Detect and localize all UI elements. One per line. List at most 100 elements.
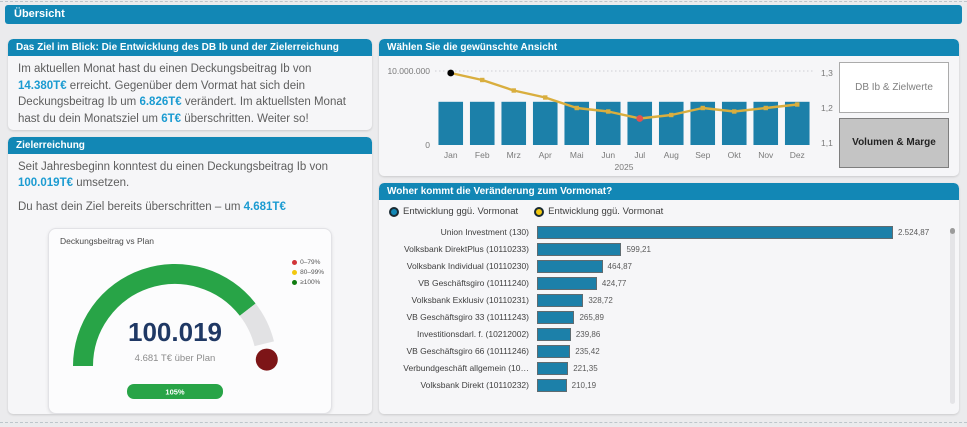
hbar-bar[interactable] xyxy=(537,276,597,290)
hbar-row: Verbundgeschäft allgemein (10… 221,35 xyxy=(385,361,943,375)
change-card: Woher kommt die Veränderung zum Vormonat… xyxy=(379,183,959,414)
view-button-0[interactable]: DB Ib & Zielwerte xyxy=(839,62,949,113)
hbar-bar[interactable] xyxy=(537,344,571,358)
hbar-row: Investitionsdarl. f. (10212002) 239,86 xyxy=(385,327,943,341)
text-segment: erreicht. Gegenüber dem Vormat hat sich … xyxy=(18,79,306,109)
highlighted-value: 4.681T€ xyxy=(243,201,286,214)
scrollbar-thumb[interactable] xyxy=(950,228,955,234)
line-marker-Feb[interactable] xyxy=(480,77,485,83)
combo-bar-Apr[interactable] xyxy=(532,101,558,145)
dashboard-layout: Das Ziel im Blick: Die Entwicklung des D… xyxy=(8,39,959,414)
svg-text:Feb: Feb xyxy=(475,150,490,160)
svg-text:10.000.000: 10.000.000 xyxy=(387,66,430,76)
combo-bar-Aug[interactable] xyxy=(658,101,684,145)
hbar-category-label: Union Investment (130) xyxy=(440,227,529,237)
left-column: Das Ziel im Blick: Die Entwicklung des D… xyxy=(8,39,372,414)
svg-text:Jul: Jul xyxy=(634,150,645,160)
svg-text:Aug: Aug xyxy=(664,150,679,160)
goal-card-text: Im aktuellen Monat hast du einen Deckung… xyxy=(18,61,362,128)
right-column: Wählen Sie die gewünschte Ansicht 10.000… xyxy=(379,39,959,414)
legend-circle-icon xyxy=(389,206,399,217)
hbar-bar[interactable] xyxy=(537,378,567,392)
line-marker-highlight-Jul[interactable] xyxy=(636,115,644,122)
target-card-text-1: Seit Jahresbeginn konntest du einen Deck… xyxy=(18,159,362,192)
hbar-category-label: Volksbank Individual (10110230) xyxy=(406,261,529,271)
canvas-bottom-dashed-border xyxy=(0,422,967,423)
hbar-bar[interactable] xyxy=(537,242,622,256)
combo-bar-Okt[interactable] xyxy=(721,101,747,145)
change-legend-item: Entwicklung ggü. Vormonat xyxy=(389,206,518,217)
target-card: Zielerreichung Seit Jahresbeginn konntes… xyxy=(8,136,372,414)
hbar-bar[interactable] xyxy=(537,361,569,375)
legend-label: ≥100% xyxy=(300,278,321,286)
svg-text:Okt: Okt xyxy=(728,150,742,160)
hbar-bar[interactable] xyxy=(537,225,893,239)
hbar-row: Volksbank Individual (10110230) 464,87 xyxy=(385,259,943,273)
gauge-arc-track xyxy=(239,303,274,347)
view-buttons: DB Ib & Zielwerte Volumen & Marge xyxy=(839,59,951,174)
line-marker-Jun[interactable] xyxy=(606,109,611,114)
svg-text:1,1: 1,1 xyxy=(821,138,833,148)
combo-bar-Dez[interactable] xyxy=(784,101,810,145)
combo-bar-Jun[interactable] xyxy=(595,101,621,145)
line-marker-Mai[interactable] xyxy=(574,105,579,111)
page-header: Übersicht xyxy=(5,5,962,24)
line-marker-Dez[interactable] xyxy=(795,102,800,107)
line-marker-Mrz[interactable] xyxy=(511,88,516,93)
hbar-category-label: Volksbank Exklusiv (10110231) xyxy=(411,295,530,305)
svg-text:1,2: 1,2 xyxy=(821,103,833,113)
hbar-bar[interactable] xyxy=(537,310,575,324)
gauge-pointer-dot[interactable] xyxy=(255,348,278,371)
hbar-row: Volksbank Exklusiv (10110231) 328,72 xyxy=(385,293,943,307)
hbar-value-label: 239,86 xyxy=(575,329,601,339)
text-segment: Seit Jahresbeginn konntest du einen Deck… xyxy=(18,160,329,173)
text-segment: Du hast dein Ziel bereits überschritten … xyxy=(18,201,244,214)
hbar-value-label: 599,21 xyxy=(626,244,651,254)
line-marker-Aug[interactable] xyxy=(669,112,674,118)
line-marker-highlight-Jan[interactable] xyxy=(447,69,455,77)
hbar-row: Volksbank Direkt (10110232) 210,19 xyxy=(385,378,943,392)
gauge-legend-item: 80–99% xyxy=(292,269,324,276)
gauge-badge xyxy=(127,383,223,399)
hbar-category-label: Volksbank Direkt (10110232) xyxy=(420,380,529,390)
hbar-row: VB Geschäftsgiro 66 (10111246) 235,42 xyxy=(385,344,943,358)
combo-bar-Mrz[interactable] xyxy=(501,101,527,145)
hbar-value-label: 221,35 xyxy=(573,363,598,373)
combo-bar-Jul[interactable] xyxy=(627,101,653,145)
legend-circle-icon xyxy=(534,206,545,217)
hbar-category-label: Investitionsdarl. f. (10212002) xyxy=(417,329,529,339)
line-marker-Okt[interactable] xyxy=(732,109,737,114)
hbar-value-label: 464,87 xyxy=(607,261,632,271)
hbar-bar[interactable] xyxy=(537,293,584,307)
legend-dot-icon xyxy=(292,269,298,275)
target-card-text-2: Du hast dein Ziel bereits überschritten … xyxy=(18,199,362,216)
combo-bar-Jan[interactable] xyxy=(438,101,464,145)
scrollbar[interactable] xyxy=(950,228,955,404)
svg-text:Nov: Nov xyxy=(758,150,774,160)
hbar-value-label: 235,42 xyxy=(575,346,600,356)
hbar-bar[interactable] xyxy=(537,259,603,273)
line-marker-Apr[interactable] xyxy=(543,95,548,100)
monthly-combo-chart[interactable]: 10.000.000 0 1,1 1,2 1,3 Jan Feb Mrz Apr Mai Jun Ju… xyxy=(383,59,833,173)
svg-text:1,3: 1,3 xyxy=(821,68,833,78)
hbar-category-label: VB Geschäftsgiro 66 (10111246) xyxy=(406,346,529,356)
hbar-value-label: 2.524,87 xyxy=(898,227,930,237)
canvas-top-dashed-border xyxy=(0,1,967,2)
view-selector-card: Wählen Sie die gewünschte Ansicht 10.000… xyxy=(379,39,959,176)
gauge-sub-label: 4.681 T€ über Plan xyxy=(135,353,216,364)
gauge-chart[interactable]: 100.019 4.681 T€ über Plan 105% xyxy=(57,238,319,408)
text-segment: Im aktuellen Monat hast du einen Deckung… xyxy=(18,63,312,75)
change-card-title: Woher kommt die Veränderung zum Vormonat… xyxy=(379,183,959,200)
change-bar-chart[interactable]: Union Investment (130) 2.524,87 Volksbank … xyxy=(385,225,943,392)
combo-bar-Feb[interactable] xyxy=(469,101,495,145)
hbar-bar[interactable] xyxy=(537,327,571,341)
view-button-1[interactable]: Volumen & Marge xyxy=(839,117,949,168)
combo-line xyxy=(450,71,798,120)
svg-text:Mrz: Mrz xyxy=(507,150,521,160)
gauge-badge-label: 105% xyxy=(165,387,185,396)
highlighted-value: 14.380T€ xyxy=(18,79,67,92)
line-marker-Sep[interactable] xyxy=(700,105,705,111)
line-marker-Nov[interactable] xyxy=(763,105,768,111)
legend-dot-icon xyxy=(292,259,298,265)
